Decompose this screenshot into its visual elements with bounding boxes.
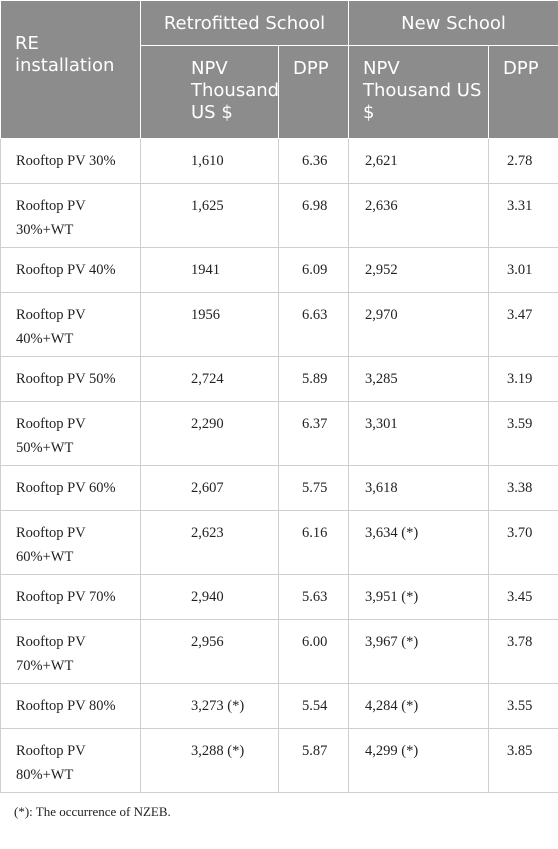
row-label: Rooftop PV 40%: [0, 247, 141, 293]
row-label: Rooftop PV 80%: [0, 683, 141, 729]
row-label: Rooftop PV 30%: [0, 138, 141, 184]
column-header: NPV Thousand US $: [348, 45, 489, 139]
results-table: RE installation Retrofitted School New S…: [0, 0, 558, 793]
table-row: Rooftop PV 70% 2,940 5.63 3,951 (*) 3.45: [0, 574, 558, 620]
value-cell: 3.31: [488, 183, 558, 248]
column-header: DPP: [488, 45, 558, 139]
value-cell: 2,952: [348, 247, 489, 293]
row-label: Rooftop PV 60%+WT: [0, 510, 141, 575]
value-cell: 6.63: [278, 292, 349, 357]
row-label: Rooftop PV 70%+WT: [0, 619, 141, 684]
value-cell: 3,967 (*): [348, 619, 489, 684]
value-cell: 2,290: [140, 401, 279, 466]
value-cell: 3.70: [488, 510, 558, 575]
value-cell: 2,636: [348, 183, 489, 248]
value-cell: 6.37: [278, 401, 349, 466]
value-cell: 2,970: [348, 292, 489, 357]
value-cell: 3.55: [488, 683, 558, 729]
value-cell: 3,288 (*): [140, 728, 279, 793]
value-cell: 3.38: [488, 465, 558, 511]
value-cell: 3.47: [488, 292, 558, 357]
row-label: Rooftop PV 80%+WT: [0, 728, 141, 793]
value-cell: 6.00: [278, 619, 349, 684]
row-label: Rooftop PV 50%: [0, 356, 141, 402]
table-row: Rooftop PV 50%+WT 2,290 6.37 3,301 3.59: [0, 401, 558, 466]
value-cell: 1941: [140, 247, 279, 293]
table-row: Rooftop PV 50% 2,724 5.89 3,285 3.19: [0, 356, 558, 402]
value-cell: 2,621: [348, 138, 489, 184]
table-row: Rooftop PV 60% 2,607 5.75 3,618 3.38: [0, 465, 558, 511]
table-row: Rooftop PV 40% 1941 6.09 2,952 3.01: [0, 247, 558, 293]
value-cell: 3,285: [348, 356, 489, 402]
table-row: Rooftop PV 40%+WT 1956 6.63 2,970 3.47: [0, 292, 558, 357]
group-header: New School: [348, 0, 558, 46]
value-cell: 5.75: [278, 465, 349, 511]
header-row: NPV Thousand US $ DPP NPV Thousand US $ …: [1, 45, 558, 139]
value-cell: 5.54: [278, 683, 349, 729]
value-cell: 3.45: [488, 574, 558, 620]
value-cell: 5.87: [278, 728, 349, 793]
table-row: Rooftop PV 30%+WT 1,625 6.98 2,636 3.31: [0, 183, 558, 248]
value-cell: 4,284 (*): [348, 683, 489, 729]
value-cell: 3,273 (*): [140, 683, 279, 729]
value-cell: 6.09: [278, 247, 349, 293]
value-cell: 3.19: [488, 356, 558, 402]
column-header: NPV Thousand US $: [140, 45, 279, 139]
table-row: Rooftop PV 80%+WT 3,288 (*) 5.87 4,299 (*) 3…: [0, 728, 558, 793]
value-cell: 2.78: [488, 138, 558, 184]
group-header: Retrofitted School: [140, 0, 349, 46]
value-cell: 2,623: [140, 510, 279, 575]
row-label-header: RE installation: [0, 0, 141, 139]
value-cell: 1,610: [140, 138, 279, 184]
row-label: Rooftop PV 70%: [0, 574, 141, 620]
row-label: Rooftop PV 50%+WT: [0, 401, 141, 466]
row-label: Rooftop PV 30%+WT: [0, 183, 141, 248]
value-cell: 1,625: [140, 183, 279, 248]
value-cell: 6.16: [278, 510, 349, 575]
value-cell: 3.85: [488, 728, 558, 793]
value-cell: 3.78: [488, 619, 558, 684]
table-row: Rooftop PV 70%+WT 2,956 6.00 3,967 (*) 3.78: [0, 619, 558, 684]
value-cell: 3,618: [348, 465, 489, 511]
table-header: RE installation Retrofitted School New S…: [0, 0, 558, 139]
table-row: Rooftop PV 60%+WT 2,623 6.16 3,634 (*) 3.70: [0, 510, 558, 575]
value-cell: 5.63: [278, 574, 349, 620]
value-cell: 2,940: [140, 574, 279, 620]
table-body: Rooftop PV 30% 1,610 6.36 2,621 2.78 Rooftop …: [0, 138, 558, 793]
value-cell: 2,607: [140, 465, 279, 511]
value-cell: 6.36: [278, 138, 349, 184]
header-row: RE installation Retrofitted School New S…: [0, 0, 558, 139]
footnote: (*): The occurrence of NZEB.: [14, 804, 171, 819]
value-cell: 3,634 (*): [348, 510, 489, 575]
value-cell: 6.98: [278, 183, 349, 248]
value-cell: 2,724: [140, 356, 279, 402]
value-cell: 2,956: [140, 619, 279, 684]
row-label: Rooftop PV 60%: [0, 465, 141, 511]
row-label: Rooftop PV 40%+WT: [0, 292, 141, 357]
value-cell: 3.01: [488, 247, 558, 293]
table-row: Rooftop PV 80% 3,273 (*) 5.54 4,284 (*) 3.55: [0, 683, 558, 729]
value-cell: 3.59: [488, 401, 558, 466]
table-row: Rooftop PV 30% 1,610 6.36 2,621 2.78: [0, 138, 558, 184]
value-cell: 5.89: [278, 356, 349, 402]
value-cell: 1956: [140, 292, 279, 357]
value-cell: 4,299 (*): [348, 728, 489, 793]
value-cell: 3,301: [348, 401, 489, 466]
value-cell: 3,951 (*): [348, 574, 489, 620]
column-header: DPP: [278, 45, 349, 139]
